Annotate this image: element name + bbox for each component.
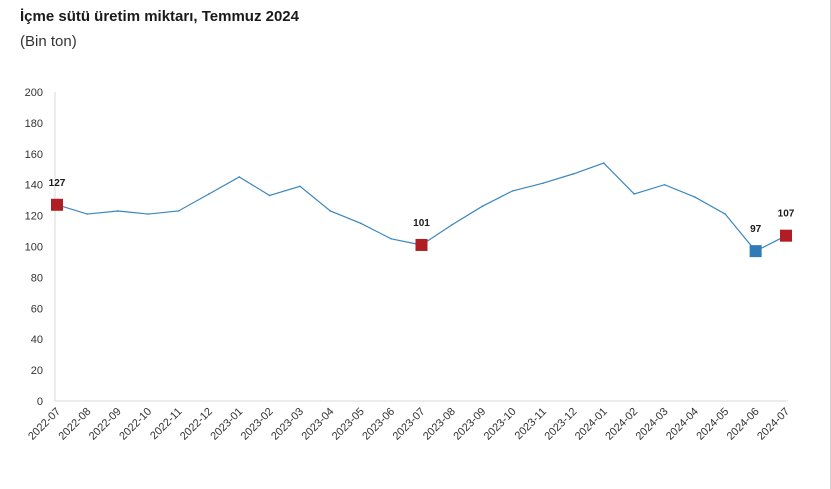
x-tick-label: 2022-08 — [56, 406, 93, 443]
y-tick-label: 20 — [31, 365, 43, 377]
highlight-marker — [780, 229, 792, 242]
x-tick-label: 2023-02 — [239, 406, 276, 443]
data-point — [724, 213, 727, 215]
highlight-marker — [415, 238, 428, 251]
data-point — [86, 213, 89, 215]
data-point — [511, 190, 514, 192]
x-tick-label: 2023-03 — [269, 406, 306, 443]
x-tick-label: 2024-07 — [755, 406, 792, 443]
x-tick-label: 2023-09 — [451, 406, 488, 443]
y-tick-label: 180 — [25, 118, 43, 130]
data-label: 97 — [750, 224, 762, 235]
data-point — [633, 193, 635, 195]
data-point — [147, 213, 149, 215]
data-label: 101 — [413, 218, 430, 229]
data-point — [359, 222, 362, 225]
data-point — [390, 237, 392, 240]
x-tick-label: 2023-06 — [360, 406, 397, 443]
data-point — [329, 210, 332, 212]
x-tick-label: 2024-03 — [634, 406, 671, 443]
highlight-marker — [51, 198, 63, 211]
data-label: 127 — [49, 178, 66, 189]
data-point — [451, 224, 453, 226]
data-point — [663, 183, 666, 186]
series-line — [56, 162, 787, 252]
chart-title: İçme sütü üretim miktarı, Temmuz 2024 — [20, 8, 299, 25]
y-tick-label: 40 — [31, 334, 43, 346]
data-point — [268, 194, 271, 197]
y-tick-label: 80 — [31, 272, 43, 284]
x-tick-label: 2023-10 — [482, 406, 519, 443]
x-tick-label: 2023-07 — [391, 406, 428, 443]
data-point — [208, 193, 210, 195]
x-tick-label: 2024-06 — [725, 406, 762, 443]
y-tick-label: 160 — [25, 149, 43, 161]
data-point — [602, 162, 605, 164]
x-tick-label: 2023-01 — [208, 406, 245, 443]
data-point — [177, 210, 180, 212]
y-tick-label: 120 — [25, 211, 43, 223]
x-tick-label: 2024-02 — [603, 406, 640, 443]
y-tick-label: 60 — [31, 303, 43, 315]
data-point — [116, 210, 119, 212]
x-tick-label: 2024-04 — [664, 406, 701, 443]
y-tick-label: 0 — [37, 396, 43, 408]
x-tick-label: 2022-07 — [26, 406, 63, 443]
x-tick-label: 2022-09 — [87, 406, 124, 443]
x-tick-label: 2022-12 — [178, 406, 215, 443]
data-point — [481, 205, 484, 208]
data-label: 107 — [778, 209, 795, 220]
data-point — [694, 196, 696, 198]
data-point — [542, 182, 544, 184]
x-tick-label: 2023-05 — [330, 406, 367, 443]
x-tick-label: 2023-08 — [421, 406, 458, 443]
data-point — [299, 185, 301, 188]
x-tick-label: 2024-05 — [694, 406, 731, 443]
y-tick-label: 200 — [25, 87, 43, 99]
highlight-marker — [749, 245, 762, 258]
x-tick-label: 2023-04 — [299, 406, 336, 443]
x-tick-label: 2024-01 — [573, 406, 610, 443]
x-tick-label: 2023-12 — [542, 406, 579, 443]
chart-subtitle: (Bin ton) — [20, 33, 77, 50]
y-tick-label: 100 — [25, 242, 43, 254]
y-tick-label: 140 — [25, 180, 43, 192]
x-tick-label: 2022-10 — [117, 406, 154, 443]
data-point — [238, 176, 241, 178]
data-point — [572, 173, 575, 175]
